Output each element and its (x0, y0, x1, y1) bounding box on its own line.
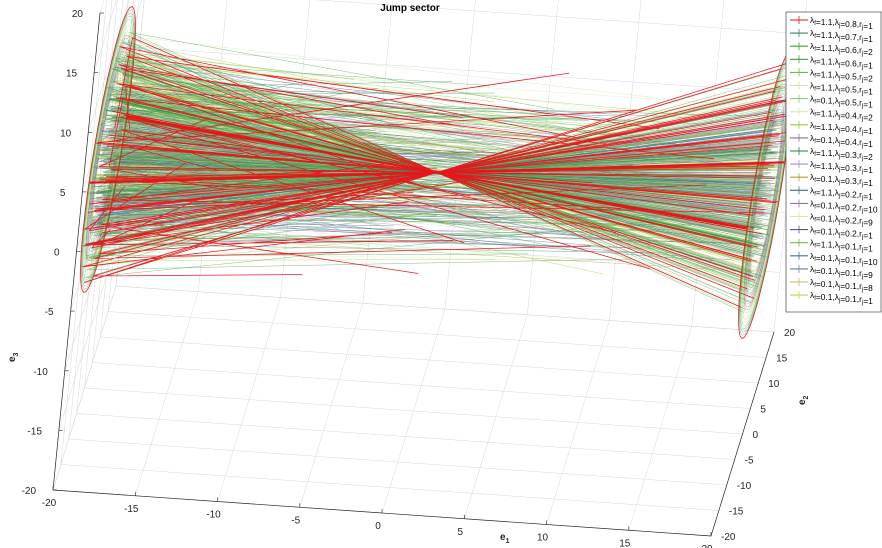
legend-entry: λf=1.1,λj=0.4,rj=1 (790, 120, 873, 136)
y-tick-label: -5 (745, 456, 754, 467)
z-tick-label: 0 (54, 248, 60, 259)
legend-entry: λf=1.1,λj=0.2,rj=1 (790, 185, 873, 201)
legend-entry: λf=1.1,λj=0.8,rj=1 (790, 15, 873, 31)
chart-title: Jump sector (380, 3, 440, 14)
data-layer (80, 6, 794, 339)
legend-entry: λf=0.1,λj=0.1,rj=9 (790, 264, 873, 280)
x-tick-label: -15 (124, 504, 139, 515)
x-tick-label: -20 (42, 498, 57, 509)
z-tick-label: -5 (45, 307, 54, 318)
legend-label: λf=1.1,λj=0.2,rj=1 (810, 185, 873, 201)
legend-label: λf=1.1,λj=0.8,rj=1 (810, 15, 873, 31)
legend-label: λf=0.1,λj=0.1,rj=9 (810, 264, 873, 280)
legend-entry: λf=1.1,λj=0.4,rj=2 (790, 107, 873, 123)
legend-label: λf=1.1,λj=0.4,rj=1 (810, 120, 873, 136)
x-tick-label: 5 (457, 527, 463, 538)
legend-label: λf=1.1,λj=0.7,rj=1 (810, 28, 873, 44)
legend-label: λf=0.1,λj=0.5,rj=1 (810, 94, 873, 110)
x-tick-label: 20 (701, 544, 713, 548)
legend-entry: λf=0.1,λj=0.1,rj=8 (790, 277, 873, 293)
floor-grid (52, 285, 775, 537)
z-tick-label: 15 (66, 69, 78, 80)
y-tick-label: -10 (737, 481, 752, 492)
y-axis-line (710, 331, 775, 537)
legend-entry: λf=0.1,λj=0.1,rj=10 (790, 251, 878, 267)
y-tick-label: 20 (784, 328, 796, 339)
x-tick-label: -5 (291, 515, 300, 526)
z-tick-label: -15 (27, 426, 42, 437)
z-tick-label: -10 (33, 367, 48, 378)
legend-label: λf=0.1,λj=0.1,rj=8 (810, 277, 873, 293)
legend-entry: λf=1.1,λj=0.5,rj=2 (790, 67, 873, 83)
legend-entry: λf=1.1,λj=0.5,rj=1 (790, 81, 873, 97)
legend-label: λf=0.1,λj=0.1,rj=10 (810, 251, 878, 267)
legend-label: λf=1.1,λj=0.5,rj=1 (810, 81, 873, 97)
z-tick-label: 10 (60, 128, 72, 139)
x-tick-label: -10 (206, 510, 221, 521)
z-tick-label: -20 (22, 486, 37, 497)
y-tick-label: -20 (721, 532, 736, 543)
legend-entry: λf=0.1,λj=0.5,rj=1 (790, 94, 873, 110)
legend-entry: λf=1.1,λj=0.6,rj=1 (790, 54, 873, 70)
y-tick-label: 5 (760, 405, 766, 416)
y-tick-label: 0 (753, 430, 759, 441)
x-tick-label: 0 (375, 521, 381, 532)
legend-entry: λf=1.1,λj=0.1,rj=1 (790, 238, 873, 254)
legend-label: λf=1.1,λj=0.6,rj=1 (810, 54, 873, 70)
legend-label: λf=0.1,λj=0.2,rj=10 (810, 198, 878, 214)
legend-label: λf=1.1,λj=0.3,rj=1 (810, 159, 873, 175)
x-tick-label: 15 (619, 538, 631, 548)
legend-entry: λf=0.1,λj=0.1,rj=1 (790, 290, 873, 306)
y-tick-label: 15 (776, 354, 788, 365)
legend-entry: λf=1.1,λj=0.6,rj=2 (790, 41, 873, 57)
legend-entry: λf=0.1,λj=0.3,rj=1 (790, 172, 873, 188)
legend-entry: λf=1.1,λj=0.3,rj=2 (790, 146, 873, 162)
legend-label: λf=0.1,λj=0.3,rj=1 (810, 172, 873, 188)
legend-entry: λf=0.1,λj=0.2,rj=9 (790, 212, 873, 228)
z-tick-label: 20 (72, 9, 84, 20)
z-axis-label: e3 (7, 352, 20, 362)
legend-entry: λf=0.1,λj=0.2,rj=1 (790, 225, 873, 241)
series-edge-line (89, 115, 785, 230)
legend-label: λf=1.1,λj=0.6,rj=2 (810, 41, 873, 57)
y-tick-label: 10 (768, 379, 780, 390)
legend-entry: λf=0.1,λj=0.2,rj=10 (790, 198, 878, 214)
legend-label: λf=1.1,λj=0.4,rj=2 (810, 107, 873, 123)
legend-entry: λf=1.1,λj=0.3,rj=1 (790, 159, 873, 175)
legend-label: λf=1.1,λj=0.5,rj=2 (810, 67, 873, 83)
legend-label: λf=0.1,λj=0.2,rj=1 (810, 225, 873, 241)
legend: λf=1.1,λj=0.8,rj=1λf=1.1,λj=0.7,rj=1λf=1… (785, 11, 882, 313)
legend-label: λf=0.1,λj=0.1,rj=1 (810, 290, 873, 306)
legend-entry: λf=0.1,λj=0.4,rj=1 (790, 133, 873, 149)
y-tick-label: -15 (729, 507, 744, 518)
z-tick-label: 5 (60, 188, 66, 199)
y-axis-label: e2 (797, 395, 810, 405)
legend-box (785, 11, 882, 313)
legend-label: λf=0.1,λj=0.4,rj=1 (810, 133, 873, 149)
legend-entry: λf=1.1,λj=0.7,rj=1 (790, 28, 873, 44)
legend-label: λf=1.1,λj=0.1,rj=1 (810, 238, 873, 254)
x-tick-label: 10 (537, 533, 549, 544)
x-axis-label: e1 (500, 532, 510, 545)
legend-label: λf=0.1,λj=0.2,rj=9 (810, 212, 873, 228)
legend-label: λf=1.1,λj=0.3,rj=2 (810, 146, 873, 162)
axes-layer: -20 -15 -10 -5 0 5 10 15 20 -20 -15 -10 -5 0 5 10 15 20 -2… (22, 9, 796, 548)
